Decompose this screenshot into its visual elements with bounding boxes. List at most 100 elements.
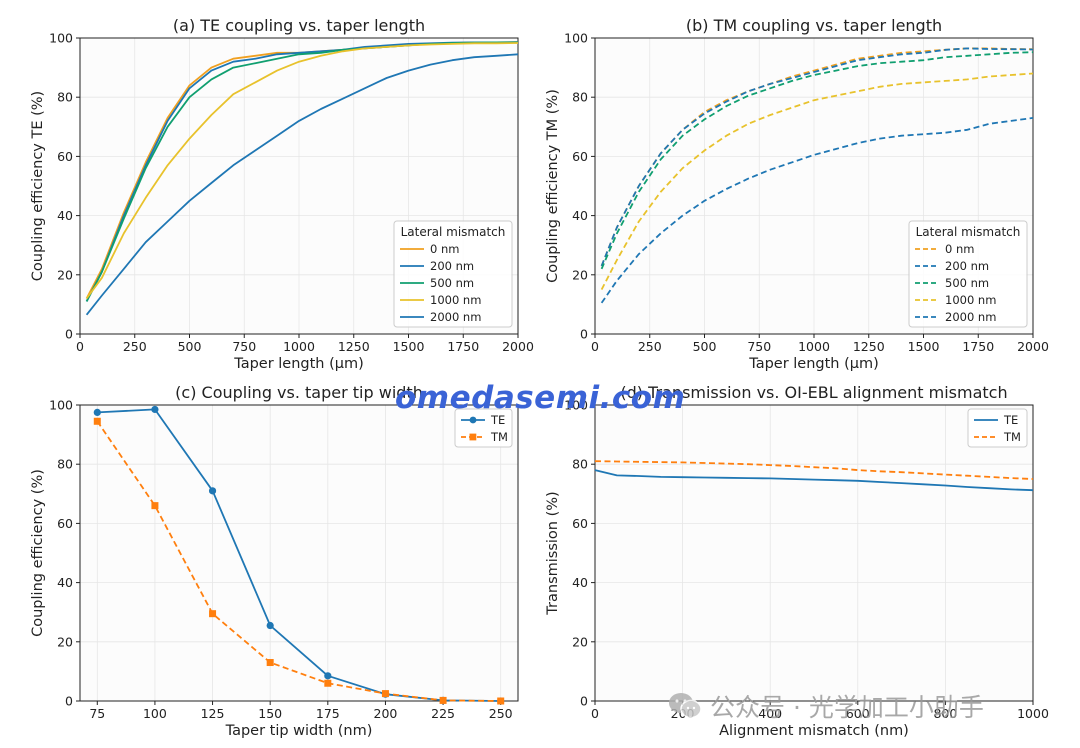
legend-label: TM <box>1003 430 1021 444</box>
y-axis-label: Coupling efficiency TM (%) <box>545 89 561 283</box>
y-tick-label: 100 <box>49 398 73 413</box>
data-point <box>209 610 217 618</box>
x-axis-label: Taper length (μm) <box>748 356 879 372</box>
legend: Lateral mismatch 0 nm 200 nm 500 nm 1000 nm 2… <box>908 220 1028 328</box>
legend-label: TE <box>1003 413 1018 427</box>
x-tick-label: 250 <box>123 339 147 354</box>
x-tick-label: 100 <box>143 706 167 721</box>
y-tick-label: 40 <box>57 208 73 223</box>
legend: TE TM <box>967 408 1028 448</box>
series-line-tm <box>96 420 501 702</box>
y-tick-label: 100 <box>564 31 588 46</box>
y-axis-label: Transmission (%) <box>545 491 561 615</box>
x-tick-label: 500 <box>178 339 202 354</box>
chart-title: (d) Transmission vs. OI-EBL alignment mi… <box>620 383 1007 402</box>
legend-title: Lateral mismatch <box>916 225 1021 239</box>
y-tick-label: 20 <box>57 267 73 282</box>
legend-label: 0 nm <box>430 242 459 256</box>
y-tick-label: 0 <box>580 694 588 709</box>
x-tick-label: 75 <box>89 706 105 721</box>
wechat-icon <box>669 693 702 719</box>
plot-frame <box>594 404 1034 702</box>
x-tick-label: 250 <box>489 706 513 721</box>
x-tick-label: 500 <box>693 339 717 354</box>
legend: TE TM <box>454 408 513 448</box>
x-tick-label: 150 <box>258 706 282 721</box>
legend-marker <box>469 433 477 441</box>
series-line-te <box>594 469 1034 492</box>
chart-c: 75 100 125 150 175 200 225 250 0 20 40 60 80 100 (c) C… <box>30 383 519 739</box>
y-tick-label: 20 <box>572 634 588 649</box>
plot-frame <box>79 404 519 702</box>
x-tick-label: 1000 <box>283 339 315 354</box>
y-tick-label: 60 <box>57 516 73 531</box>
series-line-tm <box>594 460 1034 480</box>
chart-b: 0 250 500 750 1000 1250 1500 1750 2000 0 20 40 60 80 1… <box>545 16 1049 372</box>
data-point <box>151 502 159 510</box>
x-tick-label: 750 <box>232 339 256 354</box>
series-group <box>93 405 505 705</box>
x-tick-label: 2000 <box>502 339 534 354</box>
plot-frame <box>594 37 1034 335</box>
x-tick-label: 125 <box>201 706 225 721</box>
data-point <box>266 621 274 630</box>
wechat-watermark: 公众号 · 光学加工小助手 <box>668 688 984 724</box>
chart-title: (c) Coupling vs. taper tip width <box>175 383 423 402</box>
y-tick-label: 40 <box>57 575 73 590</box>
plot-area <box>595 405 1033 701</box>
y-axis-label: Coupling efficiency TE (%) <box>30 91 46 281</box>
data-point <box>324 672 332 680</box>
legend-label: 0 nm <box>945 242 974 256</box>
y-tick-label: 20 <box>57 634 73 649</box>
y-tick-label: 60 <box>572 149 588 164</box>
series-line-2000-nm <box>600 117 1034 304</box>
data-point <box>93 408 101 416</box>
legend-label: 2000 nm <box>430 310 481 324</box>
wechat-text: 公众号 · 光学加工小助手 <box>710 693 984 722</box>
x-tick-label: 175 <box>316 706 340 721</box>
chart-a: 0 250 500 750 1000 1250 1500 1750 2000 0 20 40 60 80 1… <box>30 16 534 372</box>
y-tick-label: 100 <box>564 398 588 413</box>
series-line-1000-nm <box>600 72 1034 291</box>
series-line-200-nm <box>600 47 1034 267</box>
x-tick-label: 600 <box>846 706 870 721</box>
x-axis-label: Alignment mismatch (nm) <box>719 723 909 739</box>
legend-label: TM <box>490 430 508 444</box>
y-tick-label: 20 <box>572 267 588 282</box>
y-tick-label: 40 <box>572 208 588 223</box>
chart-title: (a) TE coupling vs. taper length <box>173 16 425 35</box>
y-tick-label: 80 <box>57 457 73 472</box>
data-point <box>151 405 159 414</box>
x-tick-label: 1250 <box>338 339 370 354</box>
x-tick-label: 250 <box>638 339 662 354</box>
legend-label: 500 nm <box>945 276 989 290</box>
y-tick-label: 80 <box>572 457 588 472</box>
y-tick-label: 40 <box>572 575 588 590</box>
x-tick-label: 2000 <box>1017 339 1049 354</box>
series-group <box>600 47 1034 304</box>
x-axis-label: Taper length (μm) <box>233 356 364 372</box>
x-tick-label: 1750 <box>447 339 479 354</box>
data-point <box>381 690 389 698</box>
data-point <box>266 659 274 667</box>
legend: Lateral mismatch 0 nm 200 nm 500 nm 1000 nm 2… <box>393 220 513 328</box>
x-tick-label: 1500 <box>908 339 940 354</box>
series-line-500-nm <box>600 51 1034 270</box>
legend-label: 200 nm <box>430 259 474 273</box>
y-tick-label: 80 <box>57 90 73 105</box>
y-tick-label: 0 <box>580 327 588 342</box>
y-axis-label: Coupling efficiency (%) <box>30 469 46 637</box>
data-point <box>497 697 505 705</box>
y-tick-label: 60 <box>57 149 73 164</box>
chart-d: 02004006008001000020406080100(d) Transmi… <box>545 383 1049 739</box>
legend-label: 2000 nm <box>945 310 996 324</box>
legend-label: TE <box>490 413 505 427</box>
x-tick-label: 800 <box>933 706 957 721</box>
data-point <box>208 487 217 495</box>
x-tick-label: 1000 <box>1017 706 1049 721</box>
x-tick-label: 1500 <box>393 339 425 354</box>
series-group <box>85 41 519 316</box>
x-tick-label: 1750 <box>962 339 994 354</box>
chart-title: (b) TM coupling vs. taper length <box>686 16 942 35</box>
x-tick-label: 1000 <box>798 339 830 354</box>
